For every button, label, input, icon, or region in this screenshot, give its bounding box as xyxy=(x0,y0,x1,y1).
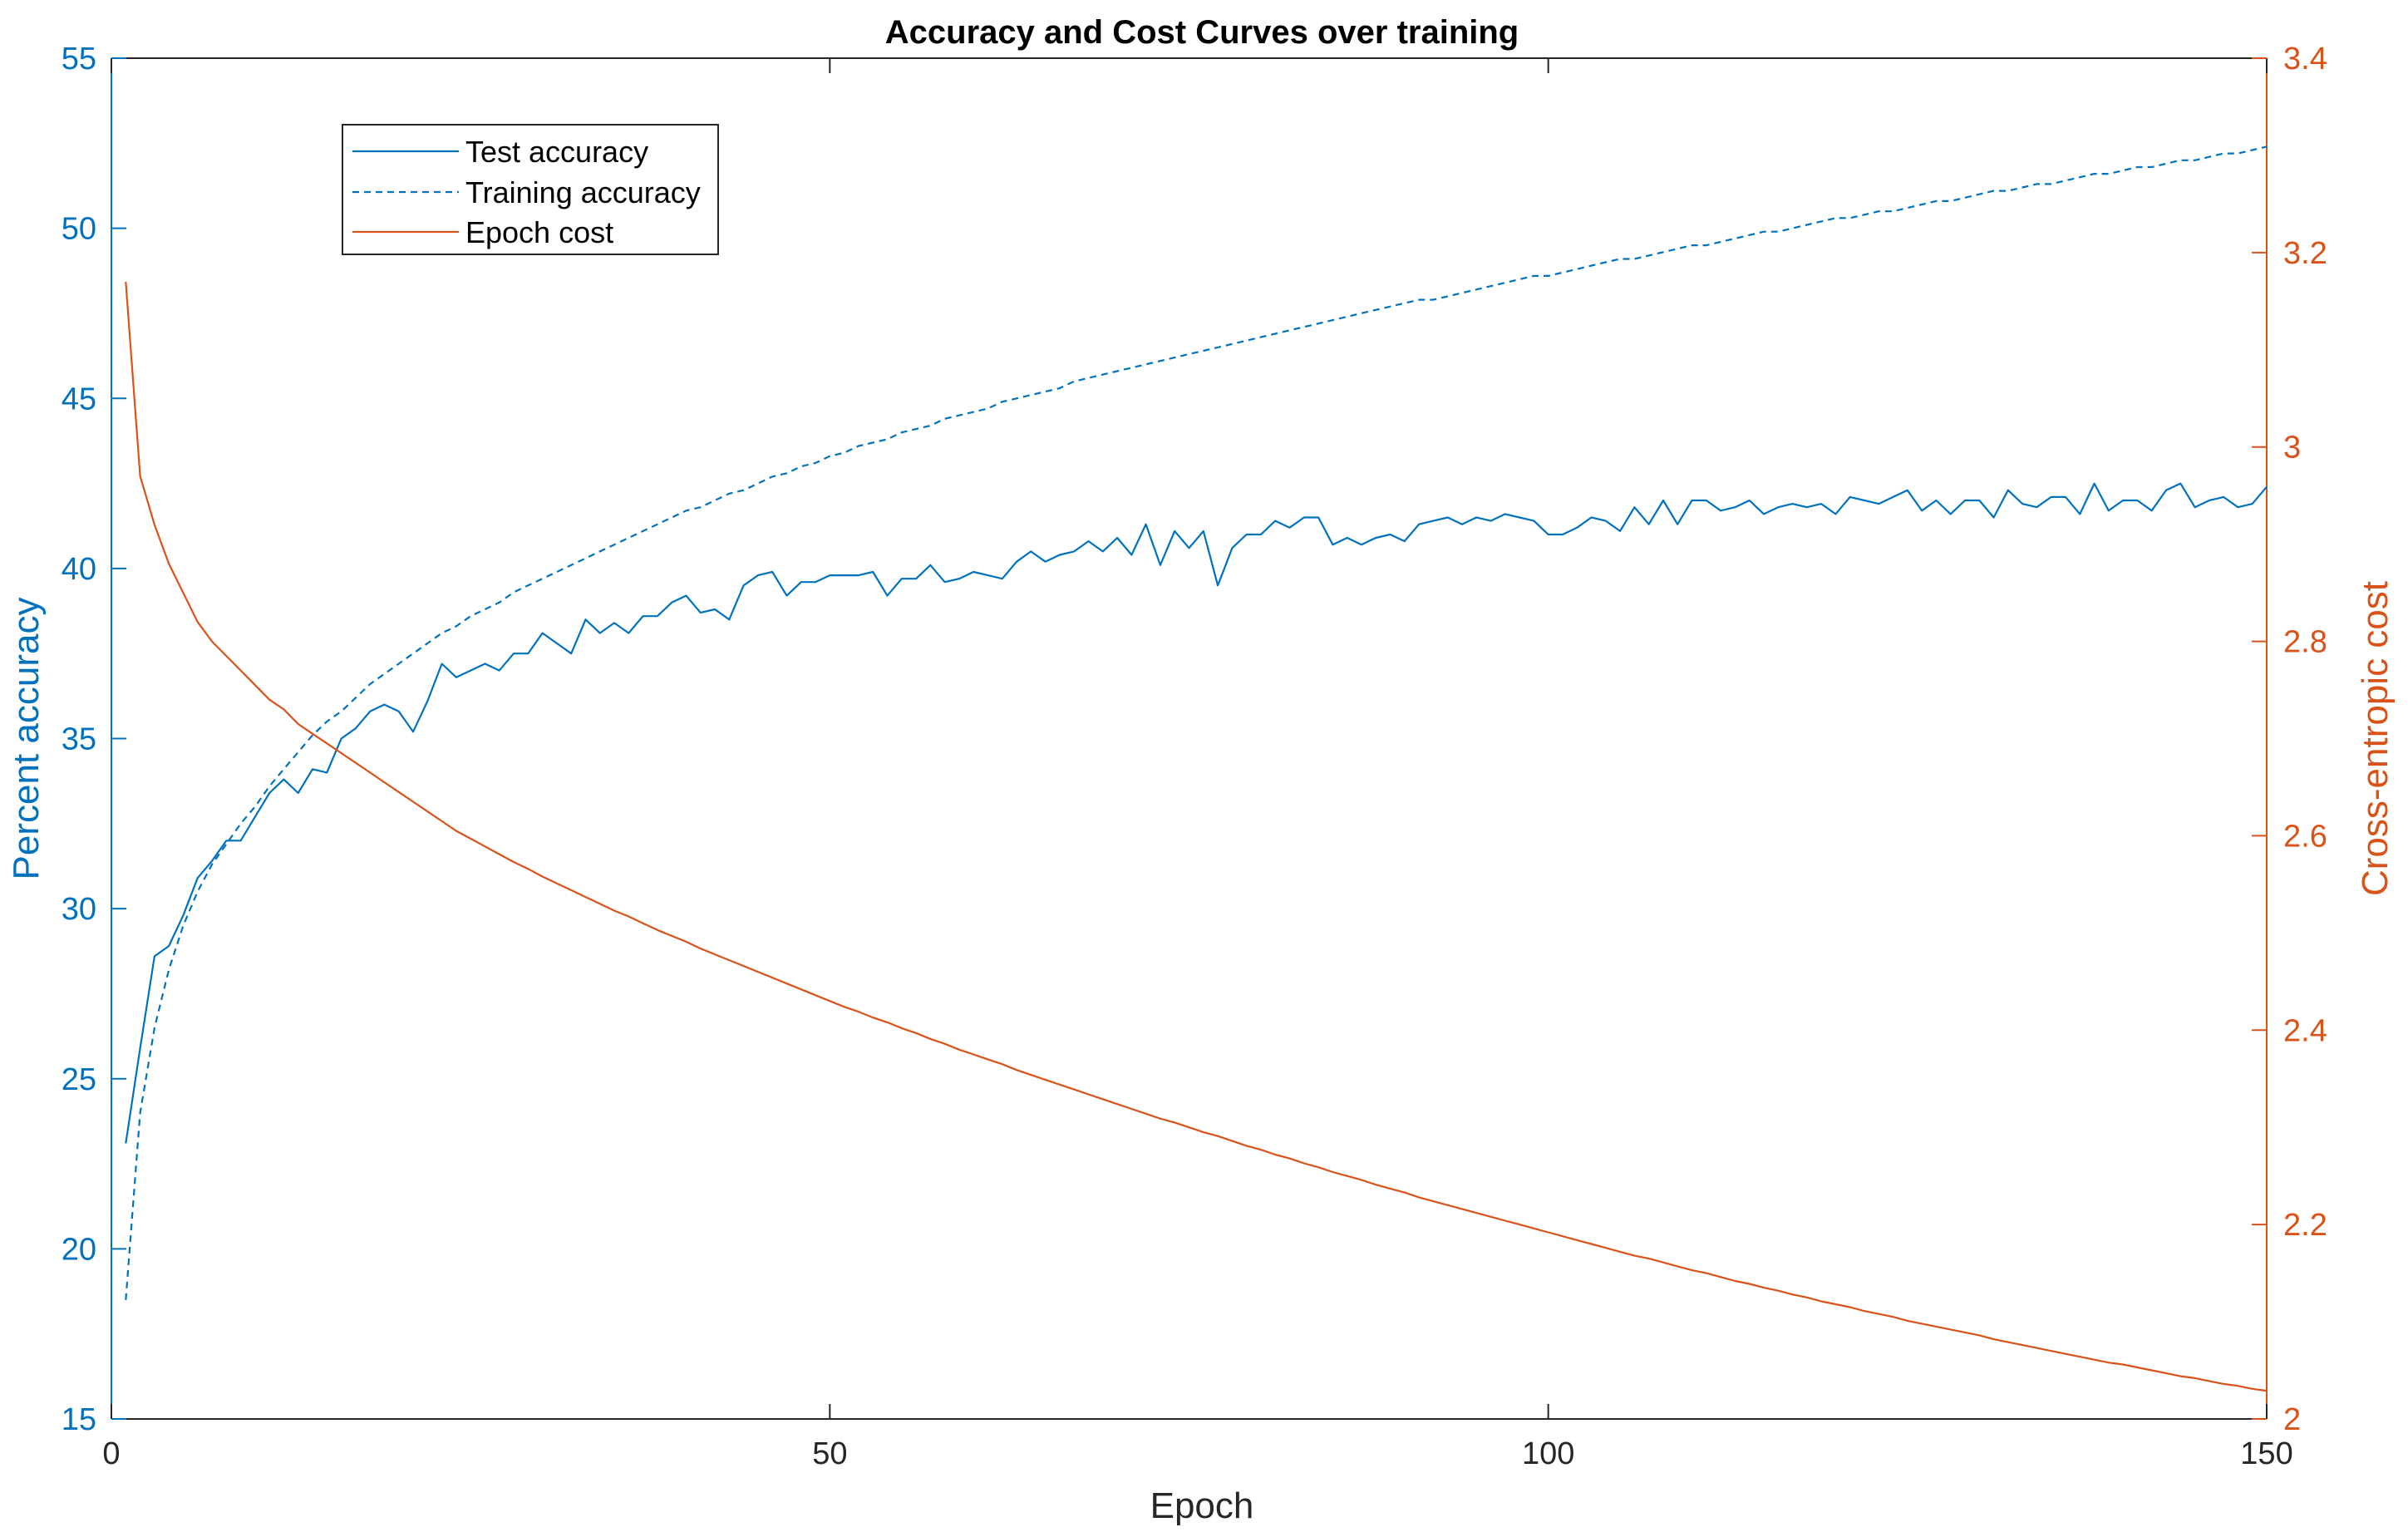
x-tick-label: 150 xyxy=(2240,1436,2292,1471)
right-y-tick-label: 2.4 xyxy=(2283,1013,2327,1048)
left-y-tick-label: 15 xyxy=(62,1402,96,1437)
plot-area: 0 50 100 150 15 20 25 30 35 40 45 50 55 2 2.2 2.4 2.6 2.8… xyxy=(62,42,2327,1471)
x-axis-label: Epoch xyxy=(1150,1485,1254,1526)
right-y-tick-label: 2.8 xyxy=(2283,625,2327,660)
left-y-tick-label: 50 xyxy=(62,212,96,247)
legend-label-epoch-cost: Epoch cost xyxy=(465,215,613,249)
right-y-tick-label: 2 xyxy=(2283,1402,2301,1437)
left-y-tick-label: 55 xyxy=(62,42,96,76)
chart-title: Accuracy and Cost Curves over training xyxy=(885,14,1519,51)
right-y-tick-label: 3.2 xyxy=(2283,236,2327,271)
x-tick-label: 0 xyxy=(102,1436,120,1471)
legend-label-test-accuracy: Test accuracy xyxy=(465,135,648,169)
right-y-axis-label: Cross-entropic cost xyxy=(2355,581,2396,896)
right-y-tick-label: 2.6 xyxy=(2283,819,2327,854)
left-y-tick-label: 25 xyxy=(62,1062,96,1097)
right-y-tick-label: 3 xyxy=(2283,431,2301,466)
right-y-tick-label: 2.2 xyxy=(2283,1208,2327,1243)
left-y-tick-label: 40 xyxy=(62,552,96,587)
series-line-epoch-cost xyxy=(125,281,2268,1392)
x-tick-label: 100 xyxy=(1522,1436,1574,1471)
series-line-training-accuracy xyxy=(125,145,2268,1300)
x-tick-label: 50 xyxy=(812,1436,847,1471)
legend: Test accuracy Training accuracy Epoch co… xyxy=(342,124,719,255)
left-y-tick-label: 35 xyxy=(62,722,96,757)
left-y-tick-label: 20 xyxy=(62,1232,96,1267)
left-y-axis-label: Percent accuracy xyxy=(6,598,47,880)
left-y-tick-label: 45 xyxy=(62,382,96,416)
left-y-tick-label: 30 xyxy=(62,892,96,927)
series-line-test-accuracy xyxy=(125,482,2268,1144)
legend-label-training-accuracy: Training accuracy xyxy=(465,175,701,209)
right-y-tick-label: 3.4 xyxy=(2283,42,2327,76)
